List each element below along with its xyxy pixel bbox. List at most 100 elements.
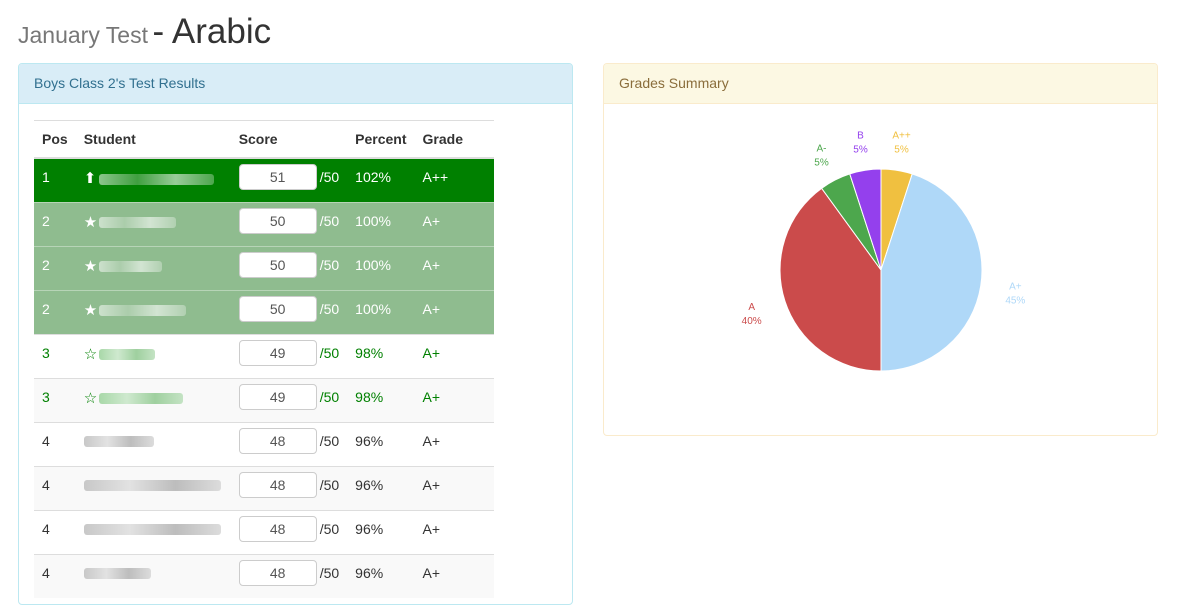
pie-label-aplusplus: A++ 5%	[892, 131, 911, 156]
row-student: ★	[75, 245, 231, 290]
row-score: 51/50	[230, 157, 348, 202]
page-title-subject: - Arabic	[152, 12, 272, 51]
score-input[interactable]: 49	[238, 383, 317, 410]
row-grade: A+	[414, 553, 494, 598]
column-header-grade[interactable]: Grade	[414, 120, 494, 159]
table-row: 1 ⬆ 51/50 102% A++	[34, 157, 494, 202]
pie-label-name: A-	[817, 143, 827, 154]
row-position: 3	[34, 333, 76, 378]
row-position: 4	[34, 465, 76, 510]
table-row: 4 48/50 96% A+	[34, 421, 494, 466]
row-position: 2	[34, 289, 76, 334]
score-out-of: /50	[319, 169, 340, 185]
score-input[interactable]: 49	[238, 339, 317, 366]
row-percent: 98%	[347, 333, 415, 378]
score-input[interactable]: 50	[238, 251, 317, 278]
student-name-redacted	[98, 173, 214, 185]
score-out-of: /50	[319, 388, 340, 405]
score-out-of: /50	[319, 432, 340, 449]
pie-label-percent: 5%	[814, 157, 829, 168]
table-row: 4 48/50 96% A+	[34, 553, 494, 598]
student-name-redacted	[83, 568, 151, 580]
page-title: January Test - Arabic	[18, 12, 271, 52]
pie-slice-b[interactable]	[849, 168, 882, 271]
student-name-redacted	[98, 393, 183, 405]
results-table-header: Pos Student Score Percent Grade	[34, 120, 494, 159]
score-out-of: /50	[319, 564, 340, 581]
pie-slice-a[interactable]	[779, 187, 882, 372]
row-position: 4	[34, 553, 76, 598]
student-name-redacted	[98, 217, 176, 229]
star-outline-icon: ☆	[83, 389, 98, 407]
row-student: ☆	[75, 333, 231, 378]
row-grade: A+	[414, 289, 494, 334]
row-percent: 100%	[347, 245, 415, 290]
row-score: 49/50	[230, 377, 348, 422]
row-grade: A+	[414, 377, 494, 422]
row-score: 50/50	[230, 289, 348, 334]
table-row: 4 48/50 96% A+	[34, 465, 494, 510]
score-out-of: /50	[319, 212, 340, 229]
row-percent: 96%	[347, 553, 415, 598]
score-input[interactable]: 50	[238, 207, 317, 234]
student-name-redacted	[98, 261, 162, 273]
row-score: 50/50	[230, 245, 348, 290]
row-grade: A+	[414, 333, 494, 378]
student-name-redacted	[83, 436, 154, 448]
row-position: 2	[34, 245, 76, 290]
column-header-score[interactable]: Score	[230, 120, 348, 159]
score-input[interactable]: 50	[238, 295, 317, 322]
table-row: 3 ☆ 49/50 98% A+	[34, 377, 494, 422]
pie-label-name: A++	[892, 131, 911, 142]
page-title-test-name: January Test	[18, 22, 148, 48]
column-header-pos[interactable]: Pos	[34, 120, 76, 159]
score-input[interactable]: 48	[238, 471, 317, 498]
column-header-student[interactable]: Student	[75, 120, 231, 159]
row-student: ★	[75, 201, 231, 246]
row-student	[75, 553, 231, 598]
score-out-of: /50	[319, 476, 340, 493]
student-name-redacted	[83, 480, 221, 492]
row-percent: 100%	[347, 289, 415, 334]
pie-label-a: A 40%	[742, 302, 762, 327]
row-student	[75, 421, 231, 466]
pie-label-percent: 40%	[742, 316, 762, 327]
pie-label-name: A	[748, 302, 755, 313]
score-input[interactable]: 48	[238, 427, 317, 454]
row-percent: 102%	[347, 157, 415, 202]
star-filled-icon: ★	[83, 257, 98, 275]
row-position: 2	[34, 201, 76, 246]
column-header-percent[interactable]: Percent	[347, 120, 415, 159]
score-input[interactable]: 48	[238, 515, 317, 542]
row-percent: 96%	[347, 421, 415, 466]
results-table: Pos Student Score Percent Grade 1 ⬆ 51/50 1…	[34, 120, 494, 598]
score-out-of: /50	[319, 256, 340, 273]
pie-slice-aplus[interactable]	[880, 173, 983, 372]
table-row: 2 ★ 50/50 100% A+	[34, 201, 494, 246]
score-input[interactable]: 48	[238, 559, 317, 586]
table-row: 2 ★ 50/50 100% A+	[34, 245, 494, 290]
score-out-of: /50	[319, 344, 340, 361]
pie-label-b: B 5%	[853, 131, 868, 156]
score-out-of: /50	[319, 520, 340, 537]
table-row: 4 48/50 96% A+	[34, 509, 494, 554]
row-percent: 98%	[347, 377, 415, 422]
student-name-redacted	[83, 524, 221, 536]
grades-pie-chart: A++ 5% A+ 45% A 40% A- 5% B 5%	[742, 131, 1025, 372]
up-arrow-icon: ⬆	[83, 170, 97, 187]
row-grade: A+	[414, 201, 494, 246]
table-row: 2 ★ 50/50 100% A+	[34, 289, 494, 334]
row-student	[75, 509, 231, 554]
star-filled-icon: ★	[83, 301, 98, 319]
pie-label-aplus: A+ 45%	[1005, 281, 1025, 306]
student-name-redacted	[98, 305, 186, 317]
row-grade: A+	[414, 509, 494, 554]
row-percent: 96%	[347, 509, 415, 554]
pie-label-name: B	[857, 131, 864, 142]
star-outline-icon: ☆	[83, 345, 98, 363]
results-panel: Boys Class 2's Test Results Pos Student …	[18, 63, 573, 605]
row-percent: 100%	[347, 201, 415, 246]
score-input[interactable]: 51	[238, 164, 317, 190]
score-out-of: /50	[319, 300, 340, 317]
star-filled-icon: ★	[83, 213, 98, 231]
